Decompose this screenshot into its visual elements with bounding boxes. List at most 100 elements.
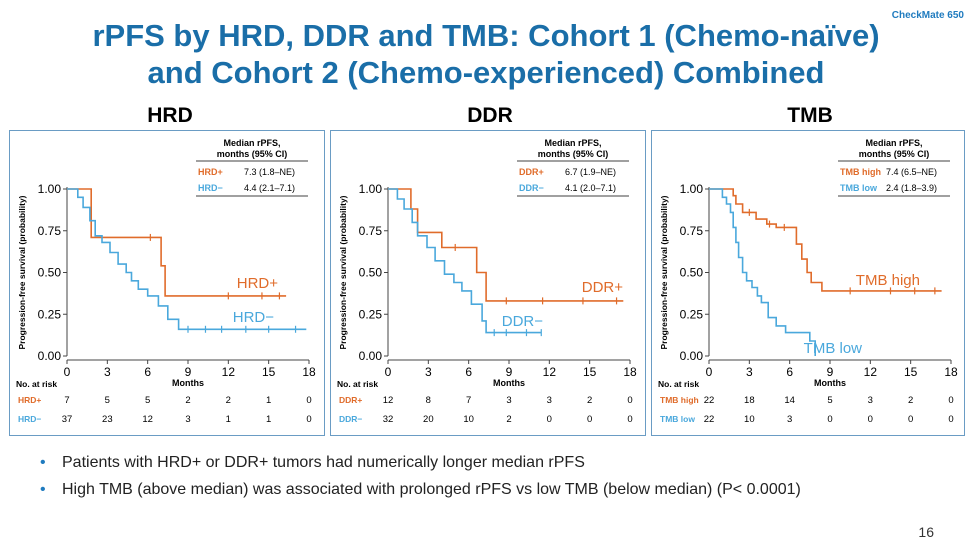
- x-tick-label: 18: [944, 365, 958, 379]
- risk-value: 22: [704, 414, 715, 425]
- chart-panel-ddr: 0.00 0.25 0.50 0.75 1.00 0 3 6 9 12 15 18 Months Prog…: [330, 130, 646, 436]
- risk-value: 18: [744, 395, 755, 406]
- panel-title-hrd: HRD: [147, 104, 193, 127]
- risk-value: 0: [827, 414, 832, 425]
- x-tick-label: 0: [64, 365, 71, 379]
- y-axis-label: Progression-free survival (probability): [659, 195, 669, 349]
- risk-value: 0: [306, 395, 311, 406]
- curve-label: TMB high: [856, 272, 920, 289]
- risk-row-label: HRD+: [18, 395, 41, 405]
- y-tick-label: 1.00: [359, 182, 383, 196]
- curve-label: HRD+: [237, 275, 278, 292]
- km-curve-line: [709, 188, 942, 292]
- legend-header-line: months (95% CI): [859, 149, 930, 159]
- risk-value: 5: [145, 395, 150, 406]
- km-chart-svg: 0.00 0.25 0.50 0.75 1.00 0 3 6 9 12 15 18 Months Prog…: [337, 138, 637, 425]
- x-tick-label: 0: [706, 365, 713, 379]
- y-tick-label: 1.00: [680, 182, 704, 196]
- y-tick-label: 1.00: [38, 182, 62, 196]
- x-tick-label: 15: [262, 365, 276, 379]
- risk-row-label: DDR−: [339, 414, 362, 424]
- legend-series-label: HRD−: [198, 183, 223, 193]
- risk-table-label: No. at risk: [16, 379, 57, 389]
- risk-table-label: No. at risk: [658, 379, 699, 389]
- curve-label: TMB low: [804, 340, 863, 357]
- legend-header-line: Median rPFS,: [544, 138, 601, 148]
- y-tick-label: 0.25: [359, 307, 383, 321]
- risk-value: 10: [463, 414, 474, 425]
- x-tick-label: 9: [506, 365, 513, 379]
- risk-value: 2: [506, 414, 511, 425]
- x-tick-label: 18: [302, 365, 316, 379]
- km-curve-line: [709, 188, 816, 356]
- risk-value: 0: [587, 414, 592, 425]
- legend-header-line: Median rPFS,: [223, 138, 280, 148]
- y-axis-label: Progression-free survival (probability): [17, 195, 27, 349]
- risk-value: 20: [423, 414, 434, 425]
- x-tick-label: 6: [465, 365, 472, 379]
- legend-series-label: DDR−: [519, 183, 544, 193]
- x-tick-label: 12: [864, 365, 878, 379]
- x-tick-label: 3: [104, 365, 111, 379]
- x-tick-label: 6: [144, 365, 151, 379]
- y-tick-label: 0.00: [38, 349, 62, 363]
- risk-value: 0: [547, 414, 552, 425]
- panel-title-ddr: DDR: [467, 104, 513, 127]
- chart-panel-tmb: 0.00 0.25 0.50 0.75 1.00 0 3 6 9 12 15 18 Months Prog…: [651, 130, 965, 436]
- risk-value: 2: [185, 395, 190, 406]
- risk-value: 8: [426, 395, 431, 406]
- x-axis-label: Months: [172, 378, 204, 388]
- risk-row-label: DDR+: [339, 395, 362, 405]
- curve-label: DDR+: [582, 279, 623, 296]
- bullet-item: • Patients with HRD+ or DDR+ tumors had n…: [40, 452, 801, 479]
- risk-value: 5: [827, 395, 832, 406]
- bullet-item: • High TMB (above median) was associated …: [40, 479, 801, 506]
- km-chart-svg: 0.00 0.25 0.50 0.75 1.00 0 3 6 9 12 15 18 Months Prog…: [658, 138, 958, 425]
- legend-series-value: 7.4 (6.5–NE): [886, 167, 937, 177]
- risk-value: 10: [744, 414, 755, 425]
- x-axis-label: Months: [493, 378, 525, 388]
- x-tick-label: 12: [543, 365, 557, 379]
- y-axis-label: Progression-free survival (probability): [338, 195, 348, 349]
- curve-label: DDR−: [502, 313, 543, 330]
- risk-value: 32: [383, 414, 394, 425]
- legend-series-value: 6.7 (1.9–NE): [565, 167, 616, 177]
- risk-value: 0: [868, 414, 873, 425]
- risk-value: 3: [547, 395, 552, 406]
- y-tick-label: 0.00: [359, 349, 383, 363]
- risk-value: 1: [266, 395, 271, 406]
- risk-value: 0: [306, 414, 311, 425]
- legend-series-label: TMB low: [840, 183, 878, 193]
- km-curve-line: [67, 188, 287, 297]
- risk-value: 3: [868, 395, 873, 406]
- km-curve-line: [67, 188, 307, 331]
- risk-value: 12: [142, 414, 153, 425]
- curve-label: HRD−: [233, 309, 274, 326]
- risk-value: 0: [948, 395, 953, 406]
- risk-row-label: TMB high: [660, 395, 699, 405]
- legend-header-line: months (95% CI): [217, 149, 288, 159]
- legend-series-label: DDR+: [519, 167, 544, 177]
- legend-series-value: 7.3 (1.8–NE): [244, 167, 295, 177]
- risk-value: 5: [105, 395, 110, 406]
- page-number: 16: [918, 524, 934, 540]
- x-tick-label: 15: [904, 365, 918, 379]
- legend-series-label: TMB high: [840, 167, 881, 177]
- y-tick-label: 0.75: [359, 224, 383, 238]
- bullet-text: Patients with HRD+ or DDR+ tumors had nu…: [62, 454, 585, 471]
- bullet-dot: •: [40, 481, 46, 498]
- risk-row-label: HRD−: [18, 414, 41, 424]
- bullet-list: • Patients with HRD+ or DDR+ tumors had n…: [40, 452, 801, 506]
- y-tick-label: 0.75: [680, 224, 704, 238]
- risk-value: 0: [908, 414, 913, 425]
- x-tick-label: 9: [185, 365, 192, 379]
- risk-value: 7: [64, 395, 69, 406]
- y-tick-label: 0.00: [680, 349, 704, 363]
- title-line-2: and Cohort 2 (Chemo-experienced) Combine…: [147, 55, 825, 90]
- legend-header-line: months (95% CI): [538, 149, 609, 159]
- chart-panel-hrd: 0.00 0.25 0.50 0.75 1.00 0 3 6 9 12 15 18 Months Prog…: [9, 130, 325, 436]
- km-curve-line: [388, 188, 542, 334]
- y-tick-label: 0.25: [680, 307, 704, 321]
- risk-value: 0: [627, 414, 632, 425]
